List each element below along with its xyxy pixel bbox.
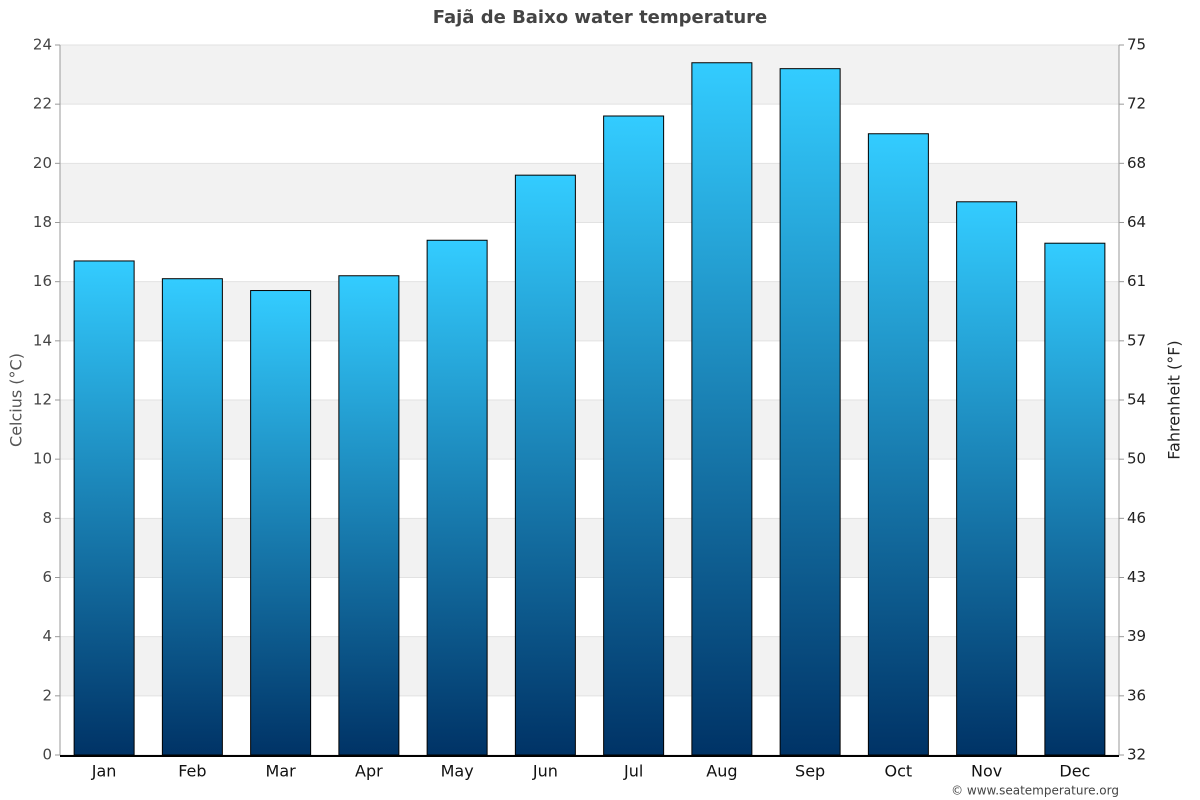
y2-axis-label: Fahrenheit (°F) — [1165, 340, 1184, 459]
y2-tick-label: 32 — [1127, 746, 1146, 764]
y-tick-label: 4 — [42, 627, 52, 645]
x-tick-label: Jun — [532, 762, 558, 781]
x-tick-label: Feb — [178, 762, 206, 781]
x-tick-label: Aug — [706, 762, 737, 781]
x-tick-label: Jan — [91, 762, 117, 781]
y2-tick-label: 68 — [1127, 154, 1146, 172]
y-tick-label: 0 — [42, 746, 52, 764]
y-tick-label: 22 — [33, 95, 52, 113]
grid-band — [60, 163, 1119, 223]
y2-tick-label: 43 — [1127, 568, 1146, 586]
grid-band — [60, 400, 1119, 460]
y-tick-label: 2 — [42, 686, 52, 704]
x-tick-label: Sep — [795, 762, 825, 781]
x-tick-label: May — [441, 762, 474, 781]
x-tick-label: Dec — [1059, 762, 1090, 781]
bar — [603, 115, 665, 756]
y2-tick-label: 46 — [1127, 509, 1146, 527]
y-tick-label: 12 — [33, 391, 52, 409]
bar — [956, 201, 1018, 756]
grid-band — [60, 636, 1119, 696]
y-tick-label: 14 — [33, 331, 52, 349]
bar — [867, 133, 929, 756]
y2-tick-label: 75 — [1127, 36, 1146, 54]
bar — [426, 239, 488, 756]
grid-band — [60, 518, 1119, 578]
grid-band — [60, 45, 1119, 105]
grid-band — [60, 281, 1119, 341]
y-tick-label: 24 — [33, 36, 52, 54]
y2-tick-label: 39 — [1127, 627, 1146, 645]
y-axis-label: Celcius (°C) — [7, 353, 26, 447]
y2-tick-label: 72 — [1127, 95, 1146, 113]
x-tick-label: Jul — [623, 762, 643, 781]
bar — [1044, 242, 1106, 756]
bar — [691, 62, 753, 756]
y2-tick-label: 50 — [1127, 450, 1146, 468]
bar — [161, 278, 223, 756]
y2-tick-label: 57 — [1127, 331, 1146, 349]
x-tick-label: Nov — [971, 762, 1002, 781]
y-tick-label: 10 — [33, 450, 52, 468]
x-tick-label: Oct — [885, 762, 913, 781]
x-tick-label: Mar — [266, 762, 297, 781]
y2-tick-label: 36 — [1127, 686, 1146, 704]
bar — [514, 174, 576, 756]
bar — [338, 275, 400, 756]
y-tick-label: 20 — [33, 154, 52, 172]
y2-tick-label: 64 — [1127, 213, 1146, 231]
source: © www.seatemperature.org — [951, 784, 1119, 798]
y-tick-label: 18 — [33, 213, 52, 231]
bar — [250, 290, 312, 756]
y-tick-label: 6 — [42, 568, 52, 586]
bar — [779, 68, 841, 756]
y-tick-label: 8 — [42, 509, 52, 527]
y-tick-label: 16 — [33, 272, 52, 290]
y2-tick-label: 61 — [1127, 272, 1146, 290]
chart-title: Fajã de Baixo water temperature — [433, 7, 768, 28]
y2-tick-label: 54 — [1127, 391, 1146, 409]
x-tick-label: Apr — [355, 762, 383, 781]
bar — [73, 260, 135, 756]
